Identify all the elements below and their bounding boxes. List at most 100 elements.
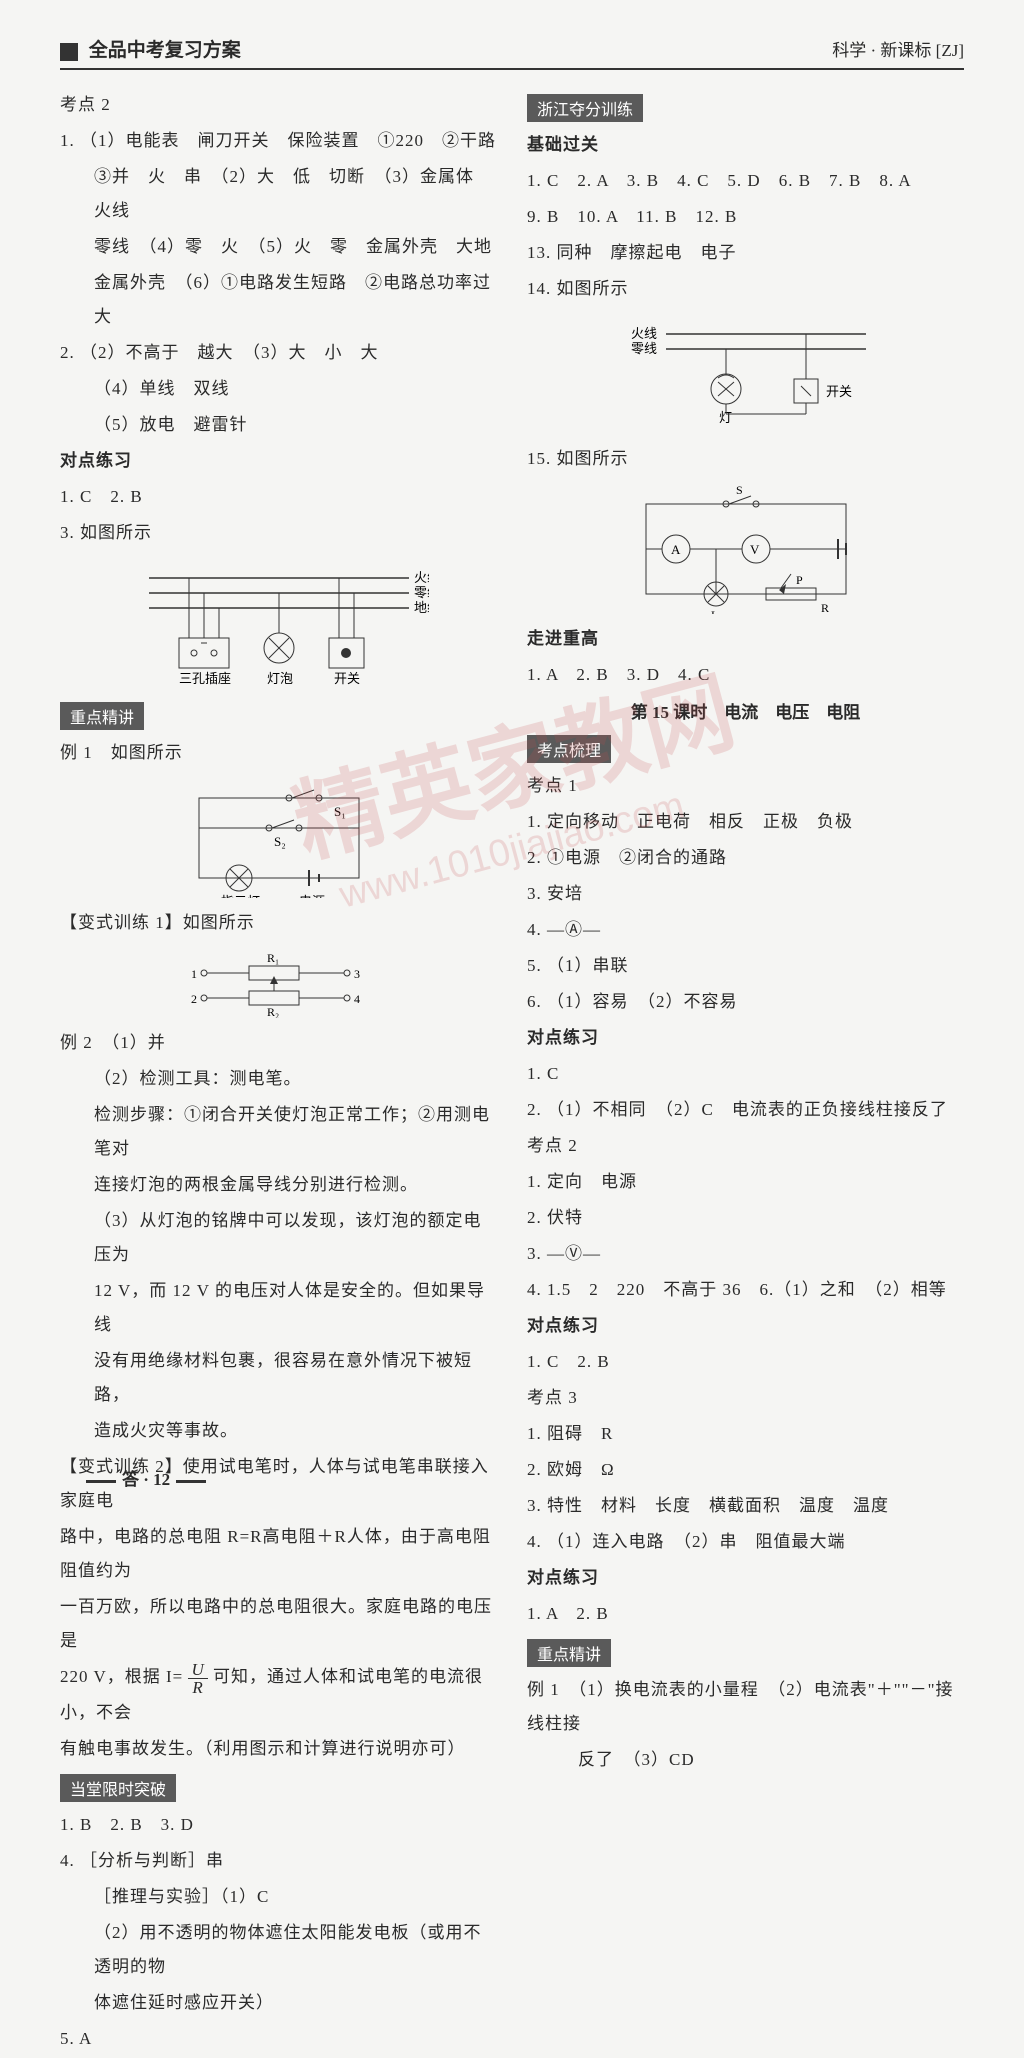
kd3-heading: 考点 3 xyxy=(527,1381,964,1415)
svg-text:A: A xyxy=(671,542,681,557)
kd2b-heading: 考点 2 xyxy=(527,1129,964,1163)
label: 三孔插座 xyxy=(179,671,231,686)
text-line: （2）检测工具：测电笔。 xyxy=(60,1062,497,1096)
svg-text:L: L xyxy=(711,608,718,614)
text-line: 1. 定向 电源 xyxy=(527,1165,964,1199)
svg-text:2: 2 xyxy=(191,992,197,1006)
text-line: 5. A xyxy=(60,2022,497,2056)
label: S₂ xyxy=(274,834,286,849)
text-line: 5. （1）串联 xyxy=(527,949,964,983)
text-line: 路中，电路的总电阻 R=R高电阻＋R人体，由于高电阻阻值约为 xyxy=(60,1520,497,1588)
text-line: 220 V，根据 I= U R 可知，通过人体和试电笔的电流很小，不会 xyxy=(60,1660,497,1730)
text-line: 1. （1）电能表 闸刀开关 保险装置 ①220 ②干路 xyxy=(60,124,497,158)
svg-text:3: 3 xyxy=(354,967,360,981)
header-right: 科学 · 新课标 [ZJ] xyxy=(832,36,964,61)
text-line: 有触电事故发生。（利用图示和计算进行说明亦可） xyxy=(60,1732,497,1766)
tag-kdsl: 考点梳理 xyxy=(527,735,611,763)
svg-text:V: V xyxy=(750,542,760,557)
label: 开关 xyxy=(334,671,360,686)
text-line: ［推理与实验］（1）C xyxy=(60,1880,497,1914)
text-line: 2. （2）不高于 越大 （3）大 小 大 xyxy=(60,336,497,370)
label: 开关 xyxy=(826,384,852,399)
svg-text:R₁: R₁ xyxy=(267,951,279,965)
circuit-diagram-1: 火线 零线 地线 三孔插座 灯泡 开关 xyxy=(129,558,429,688)
formula-fraction: U R xyxy=(188,1661,207,1696)
text-line: 1. 定向移动 正电荷 相反 正极 负极 xyxy=(527,805,964,839)
ddlx-heading: 对点练习 xyxy=(527,1561,964,1595)
text-line: 14. 如图所示 xyxy=(527,272,964,306)
zjzg-heading: 走进重高 xyxy=(527,622,964,656)
circuit-diagram-4: 火线 零线 灯 开关 xyxy=(606,314,886,434)
text-fragment: 220 V，根据 I= xyxy=(60,1667,183,1686)
text-line: 6. （1）容易 （2）不容易 xyxy=(527,985,964,1019)
page-footer: 答 · 12 xyxy=(80,1465,212,1490)
text-line: （3）从灯泡的铭牌中可以发现，该灯泡的额定电压为 xyxy=(60,1204,497,1272)
ddlx-heading: 对点练习 xyxy=(527,1021,964,1055)
label: 零线 xyxy=(631,341,657,356)
text-line: 金属外壳 （6）①电路发生短路 ②电路总功率过大 xyxy=(60,266,497,334)
kd2-heading: 考点 2 xyxy=(60,88,497,122)
text-line: 4. （1）连入电路 （2）串 阻值最大端 xyxy=(527,1525,964,1559)
text-line: 1. C 2. A 3. B 4. C 5. D 6. B 7. B 8. A xyxy=(527,164,964,198)
label: 指示灯 xyxy=(221,894,260,898)
book-icon xyxy=(60,43,78,61)
text-line: 连接灯泡的两根金属导线分别进行检测。 xyxy=(60,1168,497,1202)
text-line: 3. —Ⓥ— xyxy=(527,1237,964,1271)
text-line: 没有用绝缘材料包裹，很容易在意外情况下被短路， xyxy=(60,1344,497,1412)
tag-dtxstp: 当堂限时突破 xyxy=(60,1774,176,1802)
text-line: 1. A 2. B xyxy=(527,1597,964,1631)
label: 电源 xyxy=(299,894,325,898)
page-header: 全品中考复习方案 科学 · 新课标 [ZJ] xyxy=(60,35,964,70)
text-line: 造成火灾等事故。 xyxy=(60,1414,497,1448)
text-line: 例 2 （1）并 xyxy=(60,1026,497,1060)
text-line: 一百万欧，所以电路中的总电阻很大。家庭电路的电压是 xyxy=(60,1590,497,1658)
text-line: 1. B 2. B 3. D xyxy=(60,1808,497,1842)
svg-text:4: 4 xyxy=(354,992,360,1006)
text-line: 【变式训练 1】如图所示 xyxy=(60,906,497,940)
text-line: 3. 如图所示 xyxy=(60,516,497,550)
label: 火线 xyxy=(414,570,429,585)
text-line: 例 1 如图所示 xyxy=(60,736,497,770)
text-line: 例 1 （1）换电流表的小量程 （2）电流表"＋""－"接线柱接 xyxy=(527,1673,964,1741)
tag-zjdf: 浙江夺分训练 xyxy=(527,94,643,122)
circuit-diagram-3: 1 2 R₁ 3 R₂ 4 xyxy=(179,948,379,1018)
circuit-diagram-5: S A V L P R xyxy=(616,484,876,614)
kd1-heading: 考点 1 xyxy=(527,769,964,803)
label: S₁ xyxy=(334,804,346,819)
ddlx-heading: 对点练习 xyxy=(527,1309,964,1343)
text-line: 反了 （3）CD xyxy=(527,1743,964,1777)
ddlx-heading: 对点练习 xyxy=(60,444,497,478)
text-line: 13. 同种 摩擦起电 电子 xyxy=(527,236,964,270)
circuit-diagram-2: S₁ S₂ 指示灯 电源 xyxy=(169,778,389,898)
header-left: 全品中考复习方案 xyxy=(60,35,241,62)
right-column: 浙江夺分训练 基础过关 1. C 2. A 3. B 4. C 5. D 6. … xyxy=(527,88,964,2058)
label: 地线 xyxy=(414,600,429,615)
text-line: 1. C 2. B xyxy=(527,1345,964,1379)
text-line: 2. 欧姆 Ω xyxy=(527,1453,964,1487)
text-line: 检测步骤：①闭合开关使灯泡正常工作；②用测电笔对 xyxy=(60,1098,497,1166)
tag-zdjj: 重点精讲 xyxy=(60,702,144,730)
text-line: 3. 安培 xyxy=(527,877,964,911)
text-line: 1. 阻碍 R xyxy=(527,1417,964,1451)
text-line: 2. （1）不相同 （2）C 电流表的正负接线柱接反了 xyxy=(527,1093,964,1127)
text-line: 15. 如图所示 xyxy=(527,442,964,476)
label: 灯泡 xyxy=(267,671,293,686)
text-line: 3. 特性 材料 长度 横截面积 温度 温度 xyxy=(527,1489,964,1523)
text-line: 1. C xyxy=(527,1057,964,1091)
text-line: ③并 火 串 （2）大 低 切断 （3）金属体 火线 xyxy=(60,160,497,228)
text-line: 4. —Ⓐ— xyxy=(527,913,964,947)
text-line: （2）用不透明的物体遮住太阳能发电板（或用不透明的物 xyxy=(60,1916,497,1984)
text-line: 2. ①电源 ②闭合的通路 xyxy=(527,841,964,875)
svg-text:R: R xyxy=(821,601,829,614)
jcgg-heading: 基础过关 xyxy=(527,128,964,162)
text-line: 9. B 10. A 11. B 12. B xyxy=(527,200,964,234)
text-line: 12 V，而 12 V 的电压对人体是安全的。但如果导线 xyxy=(60,1274,497,1342)
text-line: 1. A 2. B 3. D 4. C xyxy=(527,658,964,692)
svg-text:1: 1 xyxy=(191,967,197,981)
svg-text:P: P xyxy=(796,573,803,587)
left-column: 考点 2 1. （1）电能表 闸刀开关 保险装置 ①220 ②干路 ③并 火 串… xyxy=(60,88,497,2058)
text-line: 4. ［分析与判断］串 xyxy=(60,1844,497,1878)
text-line: 体遮住延时感应开关） xyxy=(60,1986,497,2020)
label: 火线 xyxy=(631,326,657,341)
svg-text:R₂: R₂ xyxy=(267,1005,279,1018)
